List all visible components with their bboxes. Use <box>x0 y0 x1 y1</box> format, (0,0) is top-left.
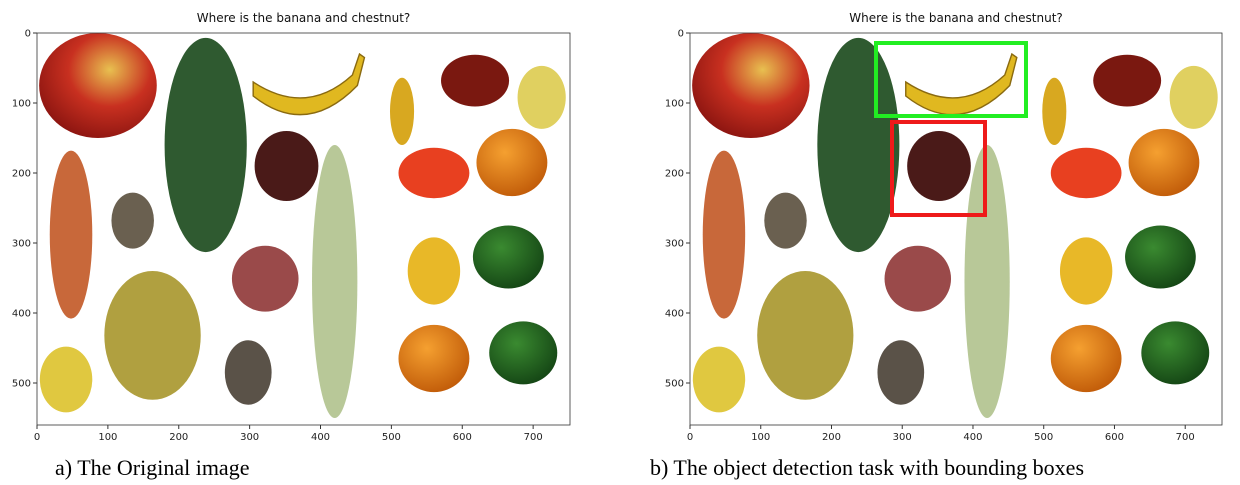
x-tick-label: 400 <box>311 432 330 443</box>
x-tick-label: 0 <box>34 432 40 443</box>
chestnut-box <box>890 120 987 217</box>
x-tick-label: 100 <box>751 432 770 443</box>
axes-frame <box>689 32 1223 426</box>
x-tick-label: 100 <box>98 432 117 443</box>
x-tick-label: 200 <box>169 432 188 443</box>
axes-frame <box>36 32 571 426</box>
y-tick-label: 400 <box>12 309 31 320</box>
y-tick-label: 500 <box>12 379 31 390</box>
y-tick-label: 0 <box>25 29 31 40</box>
y-tick-label: 300 <box>665 239 684 250</box>
caption: a) The Original image <box>55 455 249 480</box>
y-tick-label: 100 <box>665 99 684 110</box>
y-tick-label: 0 <box>678 29 684 40</box>
x-tick-label: 0 <box>687 432 693 443</box>
image-original <box>38 33 567 419</box>
panel-title: Where is the banana and chestnut? <box>849 11 1063 25</box>
x-tick-label: 500 <box>1034 432 1053 443</box>
x-tick-label: 700 <box>524 432 543 443</box>
x-tick-label: 700 <box>1176 432 1195 443</box>
panel-title: Where is the banana and chestnut? <box>197 11 411 25</box>
y-tick-label: 200 <box>665 169 684 180</box>
image-detection <box>691 33 1219 419</box>
y-tick-label: 100 <box>12 99 31 110</box>
x-tick-label: 300 <box>893 432 912 443</box>
x-tick-label: 200 <box>822 432 841 443</box>
banana-box <box>874 41 1028 118</box>
y-tick-label: 500 <box>665 379 684 390</box>
x-tick-label: 600 <box>1105 432 1124 443</box>
x-tick-label: 600 <box>453 432 472 443</box>
x-tick-label: 400 <box>963 432 982 443</box>
x-tick-label: 300 <box>240 432 259 443</box>
y-tick-label: 300 <box>12 239 31 250</box>
y-tick-label: 200 <box>12 169 31 180</box>
y-tick-label: 400 <box>665 309 684 320</box>
x-tick-label: 500 <box>382 432 401 443</box>
caption: b) The object detection task with boundi… <box>650 455 1084 480</box>
